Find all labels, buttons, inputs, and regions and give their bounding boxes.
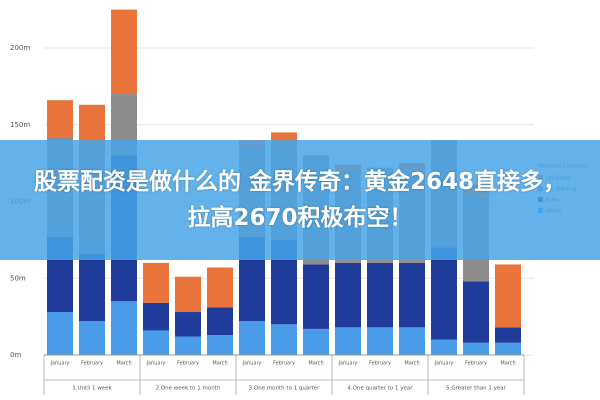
- bar-segment: [495, 327, 521, 343]
- bar-segment: [79, 104, 105, 144]
- bar-segment: [367, 262, 393, 328]
- x-tick-label: January: [434, 361, 454, 367]
- x-tick-label: February: [81, 361, 103, 367]
- bar-segment: [143, 302, 169, 331]
- bar-segment: [175, 276, 201, 313]
- bar-segment: [207, 267, 233, 308]
- group-label: 3.One month to 1 quarter: [249, 386, 320, 392]
- headline: 股票配资是做什么的 金界传奇：黄金2648直接多，: [33, 169, 567, 195]
- x-tick-label: February: [369, 361, 391, 367]
- y-tick-label: 0m: [10, 351, 21, 359]
- x-tick-label: March: [308, 361, 323, 367]
- headline-band: 股票配资是做什么的 金界传奇：黄金2648直接多， 拉高2670积极布空！: [0, 140, 600, 260]
- bar-segment: [239, 321, 265, 355]
- bar-segment: [175, 312, 201, 337]
- bar-segment: [79, 321, 105, 355]
- bar-segment: [399, 262, 425, 328]
- bar-segment: [175, 336, 201, 355]
- bar-segment: [207, 335, 233, 355]
- x-tick-label: January: [242, 361, 262, 367]
- bar-segment: [399, 327, 425, 355]
- y-tick-label: 50m: [10, 274, 26, 282]
- bar-segment: [143, 262, 169, 303]
- bar-segment: [463, 281, 489, 343]
- y-tick-label: 150m: [10, 121, 30, 129]
- x-tick-label: March: [116, 361, 131, 367]
- x-tick-label: February: [465, 361, 487, 367]
- y-tick-label: 200m: [10, 44, 30, 52]
- bar-segment: [143, 330, 169, 355]
- bar-segment: [303, 328, 329, 355]
- x-tick-label: February: [273, 361, 295, 367]
- bar-segment: [79, 253, 105, 322]
- bar-segment: [495, 342, 521, 355]
- group-label: 1.Until 1 week: [72, 386, 112, 392]
- bar-segment: [111, 301, 137, 355]
- x-tick-label: February: [177, 361, 199, 367]
- bar-segment: [367, 327, 393, 355]
- bar-segment: [271, 324, 297, 355]
- bar-segment: [431, 247, 457, 340]
- x-tick-label: March: [500, 361, 515, 367]
- x-tick-label: March: [212, 361, 227, 367]
- group-label: 5.Greater than 1 year: [446, 386, 506, 392]
- bar-segment: [495, 264, 521, 328]
- x-tick-label: March: [404, 361, 419, 367]
- x-tick-label: January: [338, 361, 358, 367]
- bar-segment: [47, 100, 73, 138]
- headline: 拉高2670积极布空！: [187, 205, 413, 231]
- bar-segment: [111, 9, 137, 95]
- bar-segment: [463, 342, 489, 355]
- bar-segment: [47, 312, 73, 355]
- group-label: 2.One week to 1 month: [156, 386, 221, 392]
- bar-segment: [431, 339, 457, 355]
- x-tick-label: January: [50, 361, 70, 367]
- group-label: 4.One quarter to 1 year: [347, 386, 413, 392]
- bar-segment: [303, 264, 329, 329]
- x-tick-label: January: [146, 361, 166, 367]
- bar-segment: [335, 262, 361, 328]
- bar-segment: [207, 307, 233, 336]
- bar-segment: [335, 327, 361, 355]
